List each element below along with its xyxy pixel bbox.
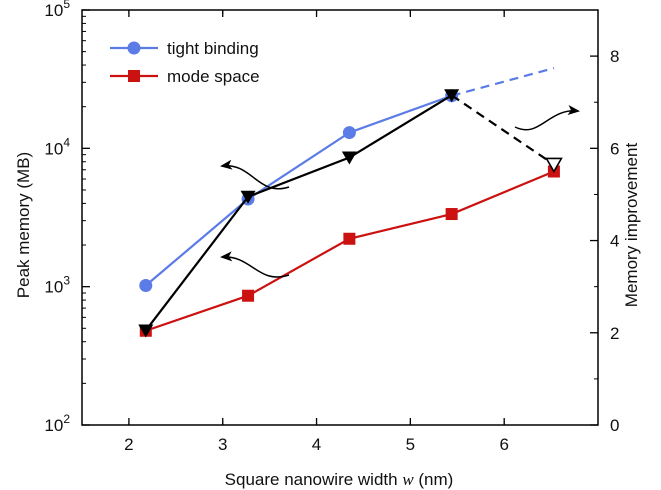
left-axis-arrow-lower	[220, 251, 290, 278]
y-axis-right: 0 2 4 6 8	[590, 9, 619, 435]
plot-frame	[81, 9, 599, 426]
y-left-tick-base: 10	[44, 278, 63, 297]
y-left-tick-label: 104	[44, 135, 70, 158]
x-tick-label: 5	[406, 435, 415, 454]
x-tick-label: 2	[124, 435, 133, 454]
legend-tight-binding-label: tight binding	[167, 39, 259, 58]
left-axis-arrow-upper	[220, 159, 290, 190]
plot-area-border	[81, 9, 599, 426]
memory-improvement-line	[144, 94, 453, 332]
y-right-tick-label: 4	[610, 232, 619, 251]
x-axis-title-prefix: Square nanowire width	[225, 470, 403, 489]
y-left-tick-base: 10	[44, 139, 63, 158]
y-left-tick-label: 105	[44, 0, 70, 20]
y-left-tick-exponent: 2	[63, 412, 70, 426]
y-left-tick-label: 102	[44, 412, 70, 435]
x-tick-label: 4	[312, 435, 321, 454]
y-left-tick-base: 10	[44, 1, 63, 20]
x-axis-title-suffix: (nm)	[414, 470, 454, 489]
y-right-tick-label: 8	[610, 47, 619, 66]
y-left-tick-label: 103	[44, 274, 70, 297]
x-tick-label: 3	[218, 435, 227, 454]
memory-improvement-point	[240, 190, 256, 204]
tight-binding-line	[145, 94, 453, 287]
y-left-tick-exponent: 3	[63, 274, 70, 288]
memory-improvement-extrapolated-point	[545, 157, 563, 174]
series-layer	[138, 67, 563, 338]
mode-space-point	[343, 232, 356, 245]
mode-space-point	[445, 208, 458, 221]
memory-improvement-extrapolated-line	[451, 94, 555, 166]
x-axis-title: Square nanowire width w (nm)	[225, 470, 454, 489]
y-left-tick-base: 10	[44, 416, 63, 435]
memory-improvement-point	[138, 324, 154, 338]
y-right-tick-label: 2	[610, 324, 619, 343]
y-left-tick-exponent: 4	[63, 135, 70, 149]
memory-improvement-point	[341, 151, 357, 165]
x-tick-label: 6	[499, 435, 508, 454]
tight-binding-point	[139, 278, 153, 292]
axis-pointer-arrows	[220, 105, 580, 278]
memory-improvement-point	[444, 89, 460, 103]
y-right-tick-label: 6	[610, 139, 619, 158]
x-axis: 2 3 4 5 6	[124, 10, 509, 454]
right-axis-arrow	[514, 105, 580, 131]
y-axis-left-title: Peak memory (MB)	[14, 152, 33, 298]
tight-binding-point	[342, 126, 356, 140]
y-left-tick-exponent: 5	[63, 0, 70, 11]
mode-space-point	[242, 289, 255, 302]
y-right-tick-label: 0	[610, 416, 619, 435]
x-axis-title-variable: w	[402, 470, 414, 489]
tight-binding-extrapolated-line	[451, 67, 555, 97]
legend-mode-space-label: mode space	[167, 67, 260, 86]
legend: tight binding mode space	[110, 39, 260, 86]
legend-mode-space-marker	[128, 70, 140, 82]
legend-tight-binding-marker	[127, 41, 141, 55]
y-axis-right-title: Memory improvement	[622, 143, 641, 308]
